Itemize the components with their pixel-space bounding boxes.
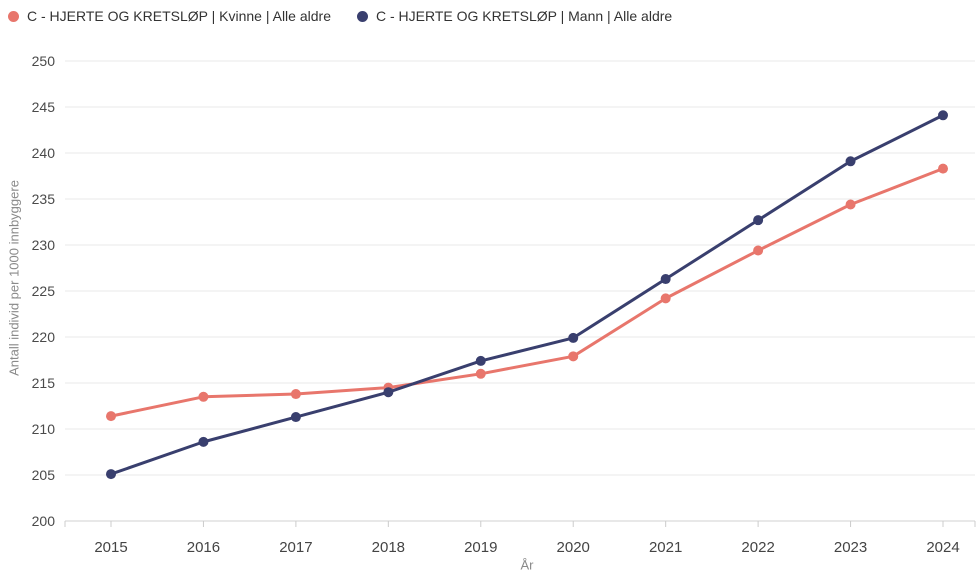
data-point <box>660 293 671 304</box>
x-tick-label: 2023 <box>834 539 867 556</box>
legend-label-kvinne: C - HJERTE OG KRETSLØP | Kvinne | Alle a… <box>27 8 331 24</box>
series-line <box>109 167 945 418</box>
x-tick-label: 2016 <box>187 539 220 556</box>
y-tick-label: 220 <box>32 329 56 345</box>
y-tick-label: 230 <box>32 237 56 253</box>
y-tick-label: 245 <box>32 99 56 115</box>
data-point <box>290 412 301 423</box>
legend-dot-kvinne-icon <box>8 10 19 22</box>
x-tick-label: 2019 <box>464 539 497 556</box>
y-tick-label: 205 <box>32 467 56 483</box>
x-tick-label: 2022 <box>741 539 774 556</box>
data-point <box>753 245 764 256</box>
y-tick-label: 225 <box>32 283 56 299</box>
y-tick-label: 210 <box>32 421 56 437</box>
legend-label-mann: C - HJERTE OG KRETSLØP | Mann | Alle ald… <box>375 8 673 24</box>
legend-item-kvinne[interactable]: C - HJERTE OG KRETSLØP | Kvinne | Alle a… <box>8 8 331 24</box>
data-point <box>753 215 764 226</box>
data-point <box>290 389 301 400</box>
data-point <box>198 391 209 402</box>
x-tick-label: 2020 <box>557 539 590 556</box>
series-line <box>109 113 945 476</box>
x-tick-label: 2021 <box>649 539 682 556</box>
y-tick-label: 215 <box>32 375 56 391</box>
x-tick-label: 2017 <box>279 539 312 556</box>
y-tick-label: 200 <box>32 513 56 529</box>
data-point <box>938 110 948 121</box>
x-axis-title: År <box>520 557 534 573</box>
y-tick-label: 250 <box>32 53 56 69</box>
legend-item-mann[interactable]: C - HJERTE OG KRETSLØP | Mann | Alle ald… <box>356 8 673 24</box>
data-point <box>383 387 394 398</box>
y-axis-title: Antall individ per 1000 innbyggere <box>6 180 22 376</box>
data-point <box>938 163 948 174</box>
data-point <box>198 436 209 447</box>
legend-dot-mann-icon <box>356 10 368 22</box>
y-tick-label: 235 <box>32 191 56 207</box>
x-tick-label: 2015 <box>94 539 127 556</box>
data-point <box>106 411 116 422</box>
data-point <box>568 351 579 362</box>
data-point <box>568 332 579 343</box>
x-tick-label: 2024 <box>926 539 959 556</box>
y-tick-label: 240 <box>32 145 56 161</box>
data-point <box>660 274 671 285</box>
data-point <box>475 368 486 379</box>
x-tick-label: 2018 <box>372 539 405 556</box>
data-point <box>845 156 856 167</box>
data-point <box>845 199 856 210</box>
data-point <box>475 355 486 366</box>
chart-legend: C - HJERTE OG KRETSLØP | Kvinne | Alle a… <box>8 8 672 24</box>
data-point <box>106 469 116 480</box>
